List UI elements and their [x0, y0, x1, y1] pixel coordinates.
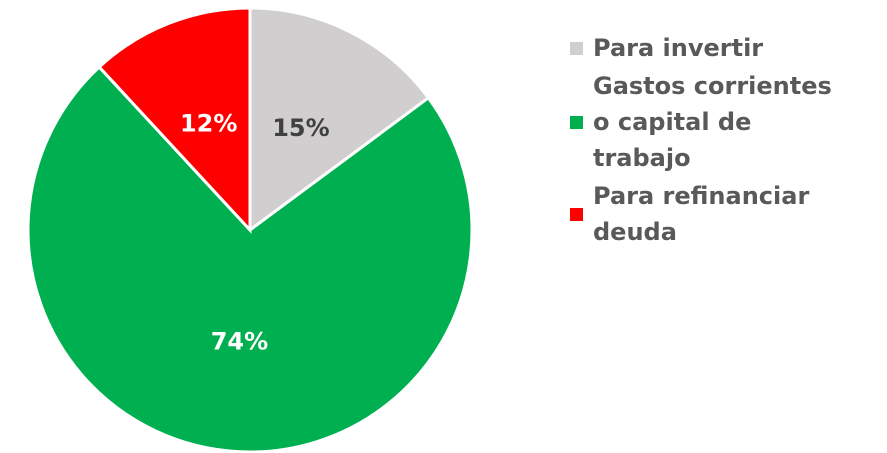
legend-item: Gastos corrientes o capital de trabajo [570, 68, 870, 176]
legend-item: Para refinanciar deuda [570, 178, 870, 250]
legend-swatch [570, 115, 583, 129]
data-label: 12% [180, 110, 237, 138]
legend-label: Gastos corrientes o capital de trabajo [593, 72, 832, 172]
pie-slice [248, 6, 431, 233]
legend-swatch [570, 41, 583, 55]
legend-swatch [570, 207, 583, 221]
pie-slice [97, 6, 252, 234]
legend-label: Para invertir [593, 34, 764, 62]
pie-slice [26, 64, 474, 453]
data-label: 74% [211, 328, 268, 356]
legend-item: Para invertir [570, 30, 870, 66]
legend-label: Para refinanciar deuda [593, 182, 810, 246]
chart: 15% 74% 12% [26, 6, 474, 453]
data-label: 15% [272, 114, 329, 142]
legend: Para invertir Gastos corrientes o capital… [570, 30, 870, 252]
